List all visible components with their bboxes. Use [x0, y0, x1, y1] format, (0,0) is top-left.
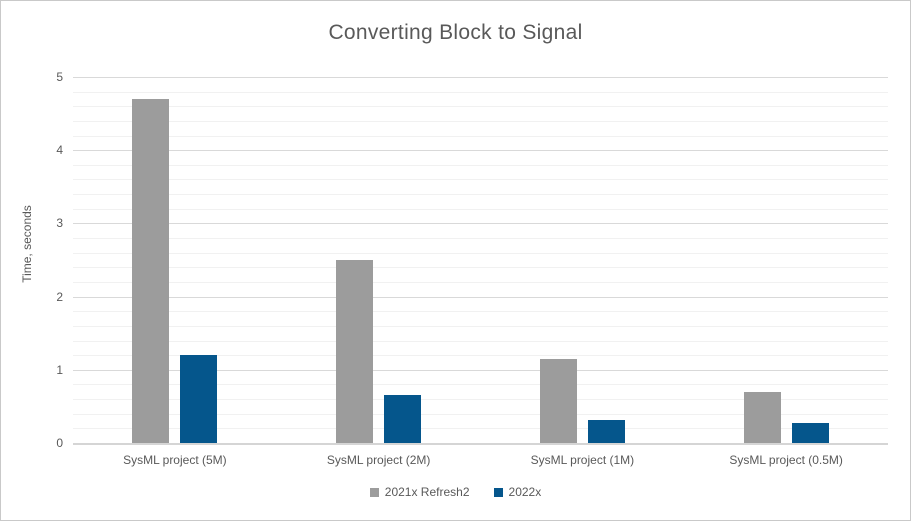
- x-category-label: SysML project (0.5M): [729, 453, 843, 467]
- minor-gridline: [73, 135, 888, 137]
- legend: 2021x Refresh2 2022x: [1, 483, 910, 501]
- minor-gridline: [73, 325, 888, 327]
- minor-gridline: [73, 252, 888, 254]
- legend-swatch-icon: [493, 487, 503, 497]
- minor-gridline: [73, 384, 888, 386]
- y-tick-label: 1: [56, 362, 63, 377]
- x-category-label: SysML project (5M): [123, 453, 227, 467]
- plot-area: [73, 77, 888, 445]
- major-gridline: [73, 77, 888, 78]
- minor-gridline: [73, 164, 888, 166]
- minor-gridline: [73, 355, 888, 357]
- minor-gridline: [73, 413, 888, 415]
- x-category-label: SysML project (1M): [530, 453, 635, 467]
- minor-gridline: [73, 340, 888, 342]
- legend-label: 2022x: [508, 485, 542, 499]
- bar-2021x-refresh2-group-2: [336, 260, 374, 443]
- bar-2021x-refresh2-group-4: [743, 391, 781, 443]
- minor-gridline: [73, 428, 888, 430]
- legend-item: 2022x: [493, 485, 542, 499]
- bar-2022x-group-1: [180, 355, 218, 443]
- minor-gridline: [73, 281, 888, 283]
- legend-label: 2021x Refresh2: [384, 485, 470, 499]
- y-tick-label: 4: [56, 143, 63, 158]
- legend-item: 2021x Refresh2: [369, 485, 470, 499]
- minor-gridline: [73, 106, 888, 108]
- x-category-label: SysML project (2M): [326, 453, 431, 467]
- major-gridline: [73, 296, 888, 298]
- major-gridline: [73, 369, 888, 371]
- minor-gridline: [73, 179, 888, 181]
- chart-title: Converting Block to Signal: [328, 21, 583, 44]
- bar-2022x-group-2: [384, 395, 422, 443]
- minor-gridline: [73, 311, 888, 313]
- major-gridline: [73, 223, 888, 225]
- minor-gridline: [73, 91, 888, 93]
- y-tick-label: 3: [56, 216, 63, 231]
- bar-2021x-refresh2-group-1: [132, 98, 170, 443]
- minor-gridline: [73, 208, 888, 210]
- bar-2021x-refresh2-group-3: [539, 358, 577, 443]
- minor-gridline: [73, 194, 888, 196]
- legend-swatch-icon: [369, 487, 379, 497]
- y-tick-label: 5: [56, 70, 63, 84]
- minor-gridline: [73, 267, 888, 269]
- bar-2022x-group-4: [791, 422, 829, 443]
- bar-2022x-group-3: [587, 419, 625, 443]
- minor-gridline: [73, 399, 888, 401]
- minor-gridline: [73, 120, 888, 122]
- y-tick-label: 0: [56, 436, 63, 450]
- y-tick-label: 2: [56, 289, 63, 304]
- minor-gridline: [73, 238, 888, 240]
- major-gridline: [73, 150, 888, 152]
